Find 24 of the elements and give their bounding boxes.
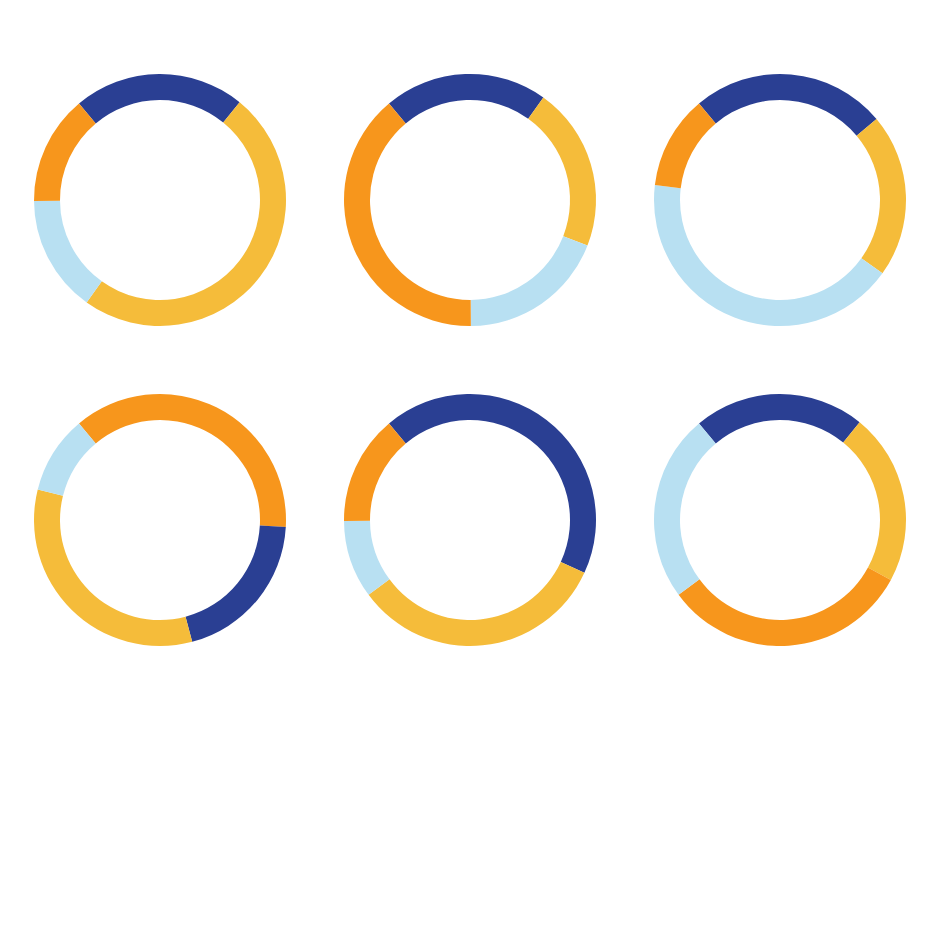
- donut-slice: [843, 422, 906, 580]
- donut-slice: [678, 567, 891, 646]
- donut-slice: [654, 103, 716, 189]
- donut-slice: [344, 103, 471, 326]
- donut-slice: [34, 200, 102, 303]
- donut-slice: [86, 102, 286, 326]
- donut-slice: [368, 561, 585, 646]
- donut-slice: [79, 394, 286, 528]
- donut-slice: [654, 185, 883, 326]
- donut-slice: [344, 423, 406, 521]
- donut-slice: [344, 520, 390, 595]
- donut-slice: [34, 489, 193, 646]
- donut-slice: [528, 97, 596, 246]
- donut-slice: [389, 394, 596, 573]
- donut-slice: [699, 74, 877, 136]
- donut-slice: [654, 423, 716, 595]
- donut-slice: [389, 74, 544, 124]
- donut-slice: [37, 423, 96, 496]
- donut-slice: [185, 525, 286, 642]
- donut-slice: [470, 236, 588, 326]
- donut-slice: [34, 103, 96, 201]
- donut-slice: [699, 394, 860, 444]
- donut-slice: [79, 74, 240, 124]
- donut-slice: [856, 119, 906, 274]
